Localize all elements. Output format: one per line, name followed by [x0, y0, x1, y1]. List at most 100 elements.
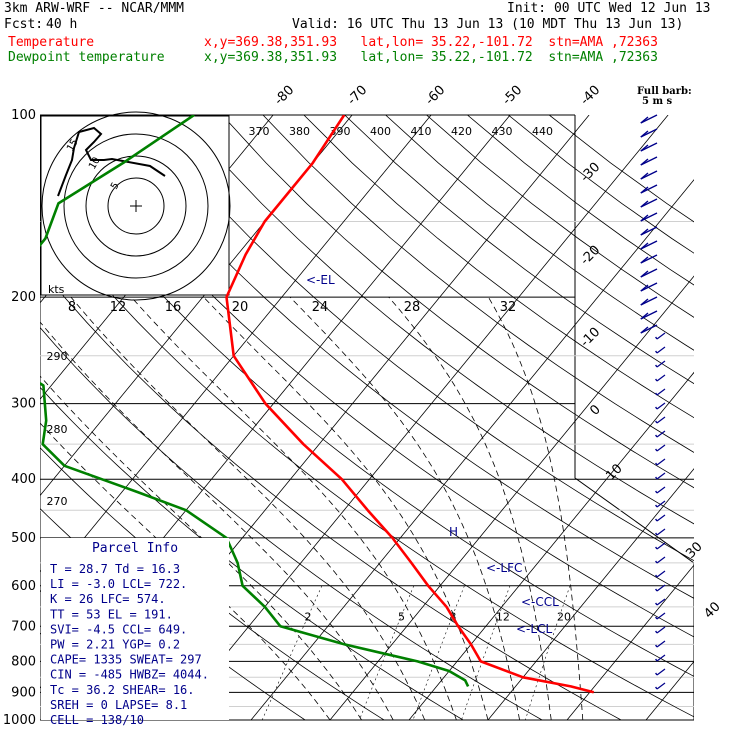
dry-adiabat [303, 115, 694, 419]
isotherm-line [725, 115, 740, 720]
parcel-row: LI = -3.0 LCL= 722. [50, 577, 187, 591]
hodograph-ring [41, 111, 231, 301]
parcel-row: Tc = 36.2 SHEAR= 16. [50, 683, 195, 697]
theta-label: 420 [451, 125, 472, 138]
temperature-tick-label: -30 [578, 160, 604, 186]
forecast-label: Fcst: [4, 17, 44, 32]
wind-barb [640, 114, 658, 124]
wind-barb [640, 254, 658, 264]
hodograph-speed-label: 20 [232, 300, 249, 315]
temperature-tick-label: 10 [603, 461, 625, 483]
hodograph-speed-label: 24 [312, 300, 329, 315]
wind-barb [640, 198, 658, 208]
dry-adiabat [344, 115, 694, 385]
temperature-tick-label: 0 [587, 402, 603, 418]
mixing-ratio-label: 20 [557, 610, 571, 623]
wind-barb [656, 682, 666, 690]
dewpoint-location: x,y=369.38,351.93 lat,lon= 35.22,-101.72… [204, 50, 658, 65]
sounding-annotation: H [449, 525, 458, 539]
hodograph-ring-label: 5 [109, 181, 122, 192]
wind-barb [656, 430, 666, 438]
wind-barb [656, 346, 666, 354]
parcel-row: CIN = -485 HWBZ= 4044. [50, 668, 209, 682]
hodograph-ring [85, 155, 187, 257]
header: 3km ARW-WRF -- NCAR/MMM Init: 00 UTC Wed… [0, 0, 740, 70]
wind-barb [640, 256, 649, 264]
temperature-tick-label: -50 [500, 83, 526, 109]
wind-barb [656, 542, 666, 550]
wind-barb [640, 226, 658, 236]
isotherm-line [40, 115, 432, 593]
sounding-annotation: <-EL [306, 273, 335, 287]
hodograph-ring [107, 177, 165, 235]
pressure-label: 700 [11, 619, 36, 634]
theta-label: 430 [492, 125, 513, 138]
wind-barb [656, 514, 666, 522]
wind-barb [656, 458, 666, 466]
pressure-label: 400 [11, 472, 36, 487]
wind-barb [640, 128, 658, 138]
dry-adiabat [262, 115, 694, 453]
dry-adiabat [40, 207, 694, 718]
isotherm-line [408, 371, 694, 720]
wind-barb [640, 184, 658, 194]
dry-adiabat [221, 115, 694, 489]
pressure-label: 600 [11, 579, 36, 594]
wind-barb [656, 570, 666, 578]
wind-barb [640, 298, 649, 306]
parcel-row: K = 26 LFC= 574. [50, 592, 166, 606]
dry-adiabat [99, 115, 694, 599]
pressure-label: 100 [11, 108, 36, 123]
hodograph-speed-label: 16 [165, 300, 182, 315]
wind-barb [656, 640, 666, 648]
model-title: 3km ARW-WRF -- NCAR/MMM [4, 1, 185, 16]
theta-label: 370 [249, 125, 270, 138]
hodograph-unit: kts [48, 283, 65, 296]
wind-barb [656, 360, 666, 368]
wind-barb [656, 598, 666, 606]
wind-barb [656, 584, 666, 592]
wind-barb [656, 402, 666, 410]
wind-barb [640, 130, 649, 138]
sounding-annotation: <-CCL [521, 595, 559, 609]
wind-barb [656, 388, 666, 396]
wind-barb [640, 324, 658, 334]
theta-side-label: 280 [47, 423, 68, 436]
wind-barb [656, 416, 666, 424]
parcel-row: SREH = 0 LAPSE= 8.1 [50, 698, 187, 712]
wind-barb [640, 172, 649, 180]
dry-adiabat [40, 146, 694, 677]
parcel-row: CELL = 138/10 [50, 713, 144, 727]
pressure-label: 900 [11, 685, 36, 700]
wind-barb [656, 612, 666, 620]
wind-barb [656, 500, 666, 508]
mixing-ratio-label: 2 [305, 610, 312, 623]
wind-barb [640, 214, 649, 222]
temperature-tick-label: 40 [701, 599, 723, 621]
moist-adiabat [289, 296, 520, 720]
dewpoint-profile [40, 115, 470, 687]
temperature-profile [225, 115, 595, 694]
hodograph-ring-label: 15 [65, 138, 81, 154]
hodograph-speed-label: 28 [404, 300, 421, 315]
wind-barb [640, 142, 658, 152]
wind-barb [640, 116, 649, 124]
pressure-label: 300 [11, 397, 36, 412]
pressure-label: 200 [11, 290, 36, 305]
wind-barb [640, 212, 658, 222]
sounding-annotation: <-LCL [516, 622, 552, 636]
theta-label: 440 [532, 125, 553, 138]
parcel-row: SVI= -4.5 CCL= 649. [50, 622, 187, 636]
hodograph-speed-label: 8 [68, 300, 76, 315]
temperature-tick-label: -10 [578, 325, 604, 351]
dry-adiabat [467, 115, 694, 286]
parcel-row: TT = 53 EL = 191. [50, 607, 173, 621]
parcel-row: T = 28.7 Td = 16.3 [50, 562, 180, 576]
wind-barb [656, 374, 666, 382]
wind-barb [656, 472, 666, 480]
hodograph-speed-label: 12 [110, 300, 127, 315]
hodograph-ring [63, 133, 209, 279]
wind-barb [656, 486, 666, 494]
temperature-label: Temperature [8, 35, 95, 50]
